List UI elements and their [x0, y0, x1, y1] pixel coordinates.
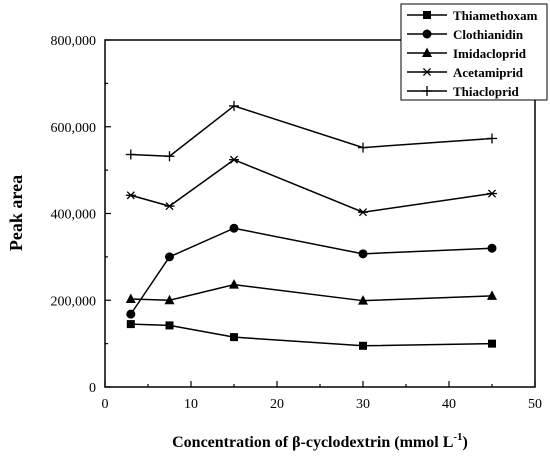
series-line-thiamethoxam: [130, 323, 493, 347]
y-tick-label: 200,000: [51, 294, 97, 309]
data-point-acetamiprid: [487, 189, 497, 198]
legend-marker-thiamethoxam: [423, 11, 431, 19]
data-point-clothianidin: [126, 309, 136, 319]
series-line-imidacloprid: [130, 283, 493, 302]
marker-stroke: [229, 155, 239, 164]
legend-label-thiacloprid: Thiacloprid: [453, 84, 520, 99]
legend-marker-imidacloprid: [422, 47, 432, 57]
axes: 0 10 20 30 40 50 0 200,000 400,000 600,000 800,000: [51, 34, 543, 412]
series-acetamiprid: [125, 155, 497, 217]
data-point-imidacloprid: [164, 294, 175, 305]
data-point-clothianidin: [487, 243, 497, 253]
x-axis-title: Concentration of β-cyclodextrin (mmol L-…: [172, 431, 468, 451]
series-thiacloprid: [125, 100, 497, 162]
data-point-thiamethoxam: [230, 333, 238, 342]
data-point-acetamiprid: [125, 191, 136, 200]
legend-label-clothianidin: Clothianidin: [453, 27, 524, 42]
x-tick-label: 40: [442, 397, 456, 412]
legend: Thiamethoxam Clothianidin Imidacloprid Acet…: [400, 3, 548, 101]
data-point-thiacloprid: [125, 149, 136, 160]
legend-label-thiamethoxam: Thiamethoxam: [453, 8, 538, 23]
marker-stroke: [358, 208, 368, 217]
data-point-thiamethoxam: [488, 339, 496, 348]
marker-stroke: [487, 189, 497, 198]
data-point-clothianidin: [229, 223, 239, 233]
x-axis-title-superscript: -1: [453, 431, 462, 443]
data-point-thiamethoxam: [359, 341, 367, 350]
series-clothianidin: [126, 223, 497, 319]
series-line-thiacloprid: [130, 105, 493, 158]
x-tick-label: 30: [356, 397, 370, 412]
y-tick-label: 400,000: [51, 208, 97, 223]
x-axis-title-main: Concentration of β-cyclodextrin (mmol L: [172, 434, 453, 451]
data-point-imidacloprid: [125, 293, 136, 303]
series-layer: [125, 100, 497, 350]
x-tick-label: 20: [270, 397, 284, 412]
legend-marker-thiacloprid: [422, 86, 432, 96]
legend-marker-clothianidin: [422, 29, 432, 39]
data-point-thiacloprid: [229, 100, 239, 111]
x-tick-label: 10: [184, 397, 198, 412]
data-point-clothianidin: [358, 249, 368, 259]
y-axis-title: Peak area: [6, 175, 26, 251]
series-line-acetamiprid: [130, 158, 493, 213]
legend-marker-acetamiprid: [422, 67, 432, 77]
x-tick-label: 50: [528, 397, 542, 412]
marker-stroke: [422, 67, 432, 77]
series-imidacloprid: [125, 279, 497, 305]
y-tick-label: 0: [89, 381, 96, 396]
x-axis-title-close: ): [463, 434, 468, 451]
data-point-thiamethoxam: [126, 320, 135, 329]
data-point-thiamethoxam: [165, 321, 174, 330]
series-thiamethoxam: [126, 320, 496, 350]
x-tick-label: 0: [102, 397, 109, 412]
data-point-clothianidin: [165, 252, 174, 262]
data-point-imidacloprid: [229, 279, 239, 289]
y-tick-label: 800,000: [51, 34, 97, 49]
data-point-thiacloprid: [487, 133, 497, 144]
data-point-acetamiprid: [358, 208, 368, 217]
series-line-clothianidin: [130, 227, 493, 315]
data-point-imidacloprid: [358, 295, 368, 305]
y-tick-label: 600,000: [51, 121, 97, 136]
marker-stroke: [165, 202, 174, 211]
data-point-imidacloprid: [487, 290, 497, 300]
legend-label-imidacloprid: Imidacloprid: [453, 46, 527, 61]
data-point-thiacloprid: [358, 142, 368, 153]
data-point-acetamiprid: [229, 155, 239, 164]
legend-label-acetamiprid: Acetamiprid: [453, 65, 524, 80]
data-point-acetamiprid: [164, 202, 175, 211]
data-point-thiacloprid: [164, 151, 175, 162]
marker-stroke: [126, 191, 135, 200]
